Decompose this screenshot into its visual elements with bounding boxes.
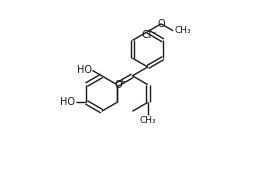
- Text: HO: HO: [77, 65, 92, 75]
- Text: +: +: [119, 77, 125, 86]
- Text: Cl⁻: Cl⁻: [141, 30, 157, 40]
- Text: HO: HO: [60, 97, 75, 107]
- Text: CH₃: CH₃: [139, 116, 156, 125]
- Text: CH₃: CH₃: [175, 26, 191, 35]
- Text: O: O: [157, 19, 165, 29]
- Text: O: O: [114, 80, 122, 90]
